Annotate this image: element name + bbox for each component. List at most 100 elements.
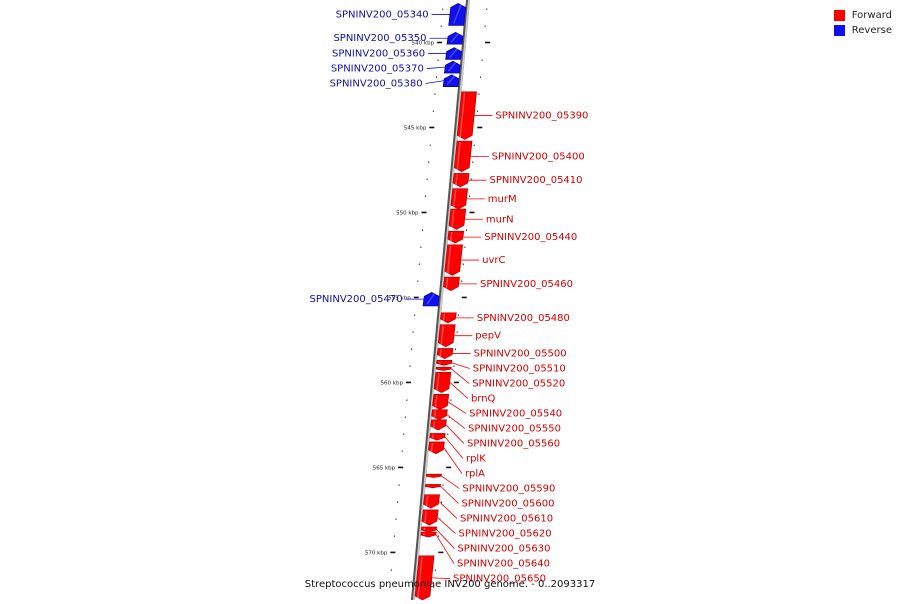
gene-label: SPNINV200_05440 xyxy=(484,232,577,243)
gene-highlight xyxy=(443,314,444,321)
gene-label: SPNINV200_05350 xyxy=(333,33,426,44)
gene-label: murM xyxy=(488,194,517,205)
gene-highlight xyxy=(440,349,441,356)
minor-tick-right xyxy=(438,535,439,537)
major-tick-left xyxy=(422,212,427,214)
minor-tick-left xyxy=(405,416,406,418)
minor-tick-left xyxy=(410,365,411,367)
minor-tick-right xyxy=(450,399,451,401)
gene-label: SPNINV200_05500 xyxy=(474,349,567,360)
gene-label: SPNINV200_05630 xyxy=(457,544,550,555)
forward-swatch xyxy=(834,10,845,21)
major-tick-right xyxy=(446,467,451,469)
minor-tick-right xyxy=(485,25,486,27)
minor-tick-left xyxy=(436,76,437,78)
minor-tick-left xyxy=(413,331,414,333)
reverse-swatch xyxy=(834,25,845,36)
gene-highlight xyxy=(433,434,434,438)
legend-reverse: Reverse xyxy=(834,23,892,38)
minor-tick-right xyxy=(471,178,472,180)
major-tick-left xyxy=(398,467,403,469)
gene-label: SPNINV200_05370 xyxy=(331,64,424,75)
gene-leader-line xyxy=(439,501,457,518)
gene-label: SPNINV200_05610 xyxy=(460,514,553,525)
minor-tick-right xyxy=(474,144,475,146)
minor-tick-right xyxy=(480,76,481,78)
gene-label: SPNINV200_05460 xyxy=(480,279,573,290)
gene-arrow xyxy=(437,348,453,358)
minor-tick-right xyxy=(472,161,473,163)
gene-label: SPNINV200_05470 xyxy=(310,294,403,305)
gene-highlight xyxy=(435,411,436,418)
gene-arrow xyxy=(432,410,448,420)
gene-leader-line xyxy=(426,81,444,84)
gene-label: SPNINV200_05390 xyxy=(495,111,588,122)
minor-tick-right xyxy=(458,314,459,316)
minor-tick-left xyxy=(441,25,442,27)
minor-tick-left xyxy=(411,348,412,350)
major-tick-left xyxy=(437,42,442,44)
major-tick-right xyxy=(462,297,467,299)
minor-tick-right xyxy=(447,433,448,435)
gene-label: rplA xyxy=(465,469,485,480)
major-tick-right xyxy=(485,42,490,44)
gene-leader-line xyxy=(441,476,459,489)
gene-label: SPNINV200_05560 xyxy=(467,439,560,450)
gene-label: rplK xyxy=(466,454,486,465)
minor-tick-left xyxy=(434,93,435,95)
gene-arrow xyxy=(428,442,444,454)
gene-label: SPNINV200_05550 xyxy=(468,424,561,435)
minor-tick-left xyxy=(427,178,428,180)
minor-tick-left xyxy=(425,195,426,197)
gene-label: SPNINV200_05540 xyxy=(469,409,562,420)
minor-tick-right xyxy=(457,331,458,333)
axis-tick-label: 545 kbp xyxy=(404,125,427,131)
gene-leader-line xyxy=(450,382,468,398)
minor-tick-left xyxy=(399,484,400,486)
minor-tick-left xyxy=(420,246,421,248)
major-tick-right xyxy=(454,382,459,384)
gene-arrow xyxy=(431,420,447,430)
gene-arrow xyxy=(421,532,436,537)
minor-tick-right xyxy=(455,348,456,350)
gene-leader-line xyxy=(440,486,458,503)
axis-tick-label: 560 kbp xyxy=(381,380,404,386)
gene-arrow xyxy=(440,313,456,323)
legend-forward-label: Forward xyxy=(852,10,892,21)
minor-tick-left xyxy=(438,59,439,61)
gene-arrow xyxy=(443,277,459,291)
minor-tick-right xyxy=(435,569,436,571)
minor-tick-left xyxy=(397,501,398,503)
minor-tick-left xyxy=(414,314,415,316)
gene-arrow xyxy=(437,360,452,365)
gene-arrow xyxy=(430,433,446,440)
minor-tick-left xyxy=(402,450,403,452)
gene-label: SPNINV200_05340 xyxy=(336,9,429,20)
genome-caption: Streptococcus pneumoniae INV200 genome. … xyxy=(0,579,900,590)
axis-tick-label: 565 kbp xyxy=(373,465,396,471)
minor-tick-right xyxy=(441,501,442,503)
major-tick-left xyxy=(414,297,419,299)
minor-tick-left xyxy=(391,569,392,571)
axis-tick-label: 570 kbp xyxy=(365,550,388,556)
gene-label: SPNINV200_05600 xyxy=(461,499,554,510)
minor-tick-right xyxy=(478,93,479,95)
gene-label: SPNINV200_05380 xyxy=(330,79,423,90)
minor-tick-right xyxy=(482,59,483,61)
gene-label: SPNINV200_05620 xyxy=(459,529,552,540)
minor-tick-right xyxy=(466,229,467,231)
gene-label: SPNINV200_05360 xyxy=(332,49,425,60)
gene-label: uvrC xyxy=(482,255,505,266)
gene-arrow xyxy=(436,367,451,370)
gene-label: SPNINV200_05400 xyxy=(492,151,585,162)
gene-leader-line xyxy=(447,415,465,429)
minor-tick-left xyxy=(442,8,443,10)
major-tick-left xyxy=(429,127,434,129)
gene-label: SPNINV200_05510 xyxy=(473,364,566,375)
backbone xyxy=(414,0,470,600)
minor-tick-left xyxy=(417,280,418,282)
minor-tick-left xyxy=(403,433,404,435)
minor-tick-right xyxy=(469,195,470,197)
